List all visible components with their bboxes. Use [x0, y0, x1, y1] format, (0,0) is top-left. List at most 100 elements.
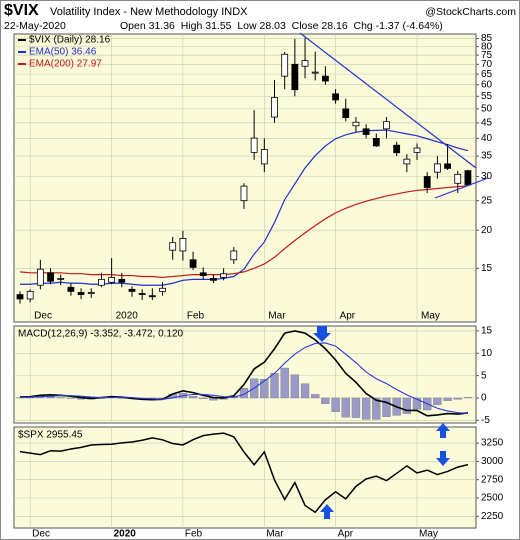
candle-body — [260, 149, 268, 165]
histogram-bar — [402, 397, 411, 414]
candle-body — [57, 277, 65, 280]
y-tick-label: 70 — [481, 59, 493, 70]
candle-body — [250, 137, 258, 153]
candle-body — [87, 292, 95, 294]
histogram-bar — [453, 397, 462, 400]
histogram-bar — [199, 397, 208, 400]
candle-body — [464, 170, 472, 186]
y-tick-label: 3250 — [481, 438, 504, 449]
candle-body — [148, 295, 156, 298]
y-tick-label: 2250 — [481, 511, 504, 522]
trendline — [299, 32, 477, 169]
candle-body — [159, 287, 166, 292]
symbol: $VIX — [4, 2, 39, 19]
y-tick-label: 30 — [481, 171, 493, 182]
legend-label: $VIX (Daily) 28.16 — [29, 35, 111, 46]
histogram-bar — [270, 373, 279, 399]
x-tick-label: Feb — [185, 529, 203, 540]
legend-label: EMA(50) 36.46 — [29, 47, 97, 58]
quote: Open 31.36 High 31.55 Low 28.03 Close 28… — [120, 20, 443, 32]
y-tick-label: 55 — [481, 91, 493, 102]
x-tick-label: 2020 — [116, 311, 139, 322]
spx-line — [19, 432, 469, 514]
candle-body — [189, 259, 197, 268]
histogram-bar — [331, 397, 340, 412]
y-tick-label: 15 — [481, 326, 493, 337]
histogram-bar — [188, 396, 198, 399]
candle-body — [210, 277, 217, 281]
histogram-bar — [372, 397, 381, 420]
trendline — [434, 177, 489, 199]
y-tick-label: -5 — [481, 415, 490, 426]
x-tick-label: Apr — [338, 529, 354, 540]
candle-body — [138, 293, 146, 295]
candle-body — [108, 277, 116, 283]
x-tick-label: Mar — [268, 311, 286, 322]
candle-body — [433, 163, 441, 173]
histogram-bar — [382, 397, 391, 417]
arrow-down — [436, 451, 450, 466]
candle-body — [362, 128, 370, 135]
x-tick-label: Dec — [34, 311, 52, 322]
x-tick-label: Mar — [266, 529, 284, 540]
candle-body — [230, 250, 238, 261]
y-tick-label: 60 — [481, 79, 493, 90]
x-tick-label: Apr — [340, 311, 356, 322]
histogram-bar — [351, 397, 361, 418]
candle-body — [311, 71, 319, 74]
histogram-bar — [290, 374, 300, 399]
x-tick-label: Feb — [187, 311, 205, 322]
macd-line — [19, 330, 469, 417]
candle-body — [413, 147, 421, 153]
y-tick-label: 20 — [481, 225, 493, 236]
histogram-bar — [412, 397, 422, 410]
y-tick-label: 5 — [481, 370, 487, 381]
panel-title: $SPX 2955.45 — [18, 430, 83, 441]
ema-line — [20, 129, 469, 286]
candle-body — [98, 278, 105, 286]
arrow-down — [313, 326, 331, 342]
y-tick-label: 25 — [481, 195, 493, 206]
candle-body — [352, 121, 360, 127]
y-tick-label: 35 — [481, 151, 493, 162]
y-tick-label: 85 — [481, 33, 493, 44]
candle-body — [423, 176, 431, 188]
x-tick-label: May — [419, 529, 438, 540]
candle-body — [26, 290, 34, 300]
candle-body — [281, 53, 289, 77]
candle-body — [383, 121, 390, 130]
candle-body — [169, 242, 177, 251]
candle-body — [77, 292, 85, 295]
candle-body — [220, 273, 228, 278]
candle-body — [118, 278, 126, 283]
y-tick-label: 40 — [481, 133, 493, 144]
macd-line — [19, 342, 468, 415]
y-tick-label: 2500 — [481, 493, 504, 504]
candle-body — [271, 97, 278, 118]
histogram-bar — [56, 397, 65, 399]
x-tick-label: 2020 — [114, 529, 137, 540]
panel-title: MACD(12,26,9) -3.352, -3.472, 0.120 — [18, 329, 184, 340]
y-tick-label: 2750 — [481, 474, 504, 485]
y-tick-label: 10 — [481, 348, 493, 359]
candle-body — [342, 108, 350, 119]
spx-panel — [13, 426, 477, 529]
histogram-bar — [300, 383, 310, 399]
histogram-bar — [321, 397, 330, 404]
candle-body — [372, 138, 380, 147]
histogram-bar — [361, 397, 371, 420]
histogram-bar — [239, 387, 249, 399]
candle-body — [444, 163, 451, 169]
histogram-bar — [463, 397, 473, 399]
histogram-bar — [433, 397, 442, 405]
candle-body — [454, 173, 462, 184]
candle-body — [291, 63, 299, 91]
histogram-bar — [280, 367, 289, 399]
date: 22-May-2020 — [4, 20, 66, 32]
ema-line — [19, 185, 468, 279]
candle-body — [393, 144, 401, 154]
candle-body — [199, 272, 207, 276]
histogram-bar — [311, 394, 320, 399]
subtitle: Volatility Index - New Methodology INDX — [50, 6, 248, 18]
